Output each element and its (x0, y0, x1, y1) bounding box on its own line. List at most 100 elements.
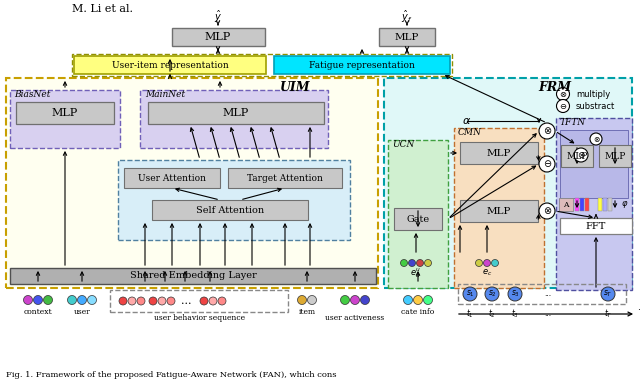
Text: $s_T$: $s_T$ (603, 289, 613, 299)
Text: $e_a^u$: $e_a^u$ (410, 266, 422, 280)
Circle shape (539, 156, 555, 172)
Circle shape (492, 259, 499, 266)
Text: MLP: MLP (566, 151, 588, 161)
Bar (603, 198, 607, 211)
Text: MLP: MLP (223, 108, 249, 118)
Text: $\varphi$: $\varphi$ (621, 199, 628, 210)
Bar (110, 290, 288, 312)
Text: MLP: MLP (205, 32, 231, 42)
Text: UCN: UCN (392, 140, 414, 149)
Text: user activeness: user activeness (325, 314, 385, 322)
Text: multiply: multiply (576, 89, 611, 98)
Bar (575, 198, 579, 211)
Text: user: user (74, 308, 90, 316)
Bar (388, 140, 448, 288)
Circle shape (67, 296, 77, 305)
Text: User Attention: User Attention (138, 173, 206, 182)
Circle shape (128, 297, 136, 305)
Bar (124, 168, 220, 188)
Bar (274, 56, 450, 74)
Circle shape (417, 259, 424, 266)
Text: ⊗: ⊗ (559, 89, 566, 98)
Circle shape (401, 259, 408, 266)
Circle shape (424, 296, 433, 305)
Circle shape (158, 297, 166, 305)
Circle shape (557, 88, 570, 100)
Bar (608, 198, 612, 211)
Text: $e_c$: $e_c$ (482, 268, 492, 278)
Text: ⊗: ⊗ (543, 206, 551, 216)
Text: CMN: CMN (458, 128, 482, 137)
Circle shape (539, 123, 555, 139)
Bar (72, 54, 452, 76)
Circle shape (149, 297, 157, 305)
Text: MLP: MLP (604, 151, 626, 161)
Circle shape (476, 259, 483, 266)
Bar (598, 198, 602, 211)
Circle shape (485, 287, 499, 301)
Bar (454, 128, 544, 288)
Circle shape (601, 287, 615, 301)
Bar (74, 56, 266, 74)
Bar (560, 130, 628, 198)
Bar (228, 168, 342, 188)
Text: Target Attention: Target Attention (247, 173, 323, 182)
Text: ⊗: ⊗ (593, 135, 599, 144)
Text: cate info: cate info (401, 308, 435, 316)
Text: ...: ... (545, 310, 552, 318)
Circle shape (413, 296, 422, 305)
Text: $t_2$: $t_2$ (488, 308, 496, 320)
Bar (379, 28, 435, 46)
Text: $s_1$: $s_1$ (465, 289, 474, 299)
Text: $t_3$: $t_3$ (511, 308, 519, 320)
Text: Fig. 1. Framework of the proposed Fatigue-Aware Network (FAN), which cons: Fig. 1. Framework of the proposed Fatigu… (6, 371, 337, 379)
Bar (580, 198, 584, 211)
Bar (556, 118, 632, 290)
Text: ⊗: ⊗ (577, 151, 585, 159)
Bar (394, 208, 442, 230)
Text: $\hat{y}$: $\hat{y}$ (214, 9, 222, 25)
Circle shape (557, 100, 570, 112)
Circle shape (137, 297, 145, 305)
Bar (585, 198, 589, 211)
Bar (458, 284, 626, 304)
Circle shape (119, 297, 127, 305)
Circle shape (200, 297, 208, 305)
Circle shape (209, 297, 217, 305)
Circle shape (24, 296, 33, 305)
Bar (152, 200, 308, 220)
Text: MLP: MLP (52, 108, 78, 118)
Circle shape (340, 296, 349, 305)
Text: FRM: FRM (538, 81, 572, 93)
Text: Time: Time (638, 310, 640, 319)
Text: MLP: MLP (487, 207, 511, 216)
Bar (10, 268, 376, 284)
Bar (140, 90, 328, 148)
Circle shape (307, 296, 317, 305)
Text: ⊗: ⊗ (543, 126, 551, 136)
Text: $t_1$: $t_1$ (466, 308, 474, 320)
Circle shape (574, 148, 588, 162)
Circle shape (218, 297, 226, 305)
Text: ⊖: ⊖ (543, 159, 551, 169)
Text: User-item representation: User-item representation (111, 61, 228, 70)
Circle shape (483, 259, 490, 266)
Text: MLP: MLP (487, 149, 511, 158)
Text: UIM: UIM (280, 81, 310, 93)
Circle shape (88, 296, 97, 305)
Text: $\alpha$: $\alpha$ (463, 116, 472, 126)
Circle shape (167, 297, 175, 305)
Circle shape (298, 296, 307, 305)
Text: ...: ... (180, 296, 191, 306)
Bar (561, 145, 593, 167)
Bar (599, 145, 631, 167)
Bar (148, 102, 324, 124)
Text: context: context (24, 308, 52, 316)
Circle shape (351, 296, 360, 305)
Bar (172, 28, 265, 46)
Text: M. Li et al.: M. Li et al. (72, 4, 133, 14)
Text: Self Attention: Self Attention (196, 205, 264, 214)
Text: ⊖: ⊖ (559, 102, 566, 110)
Text: Gate: Gate (406, 214, 429, 224)
Text: Fatigue representation: Fatigue representation (309, 61, 415, 70)
